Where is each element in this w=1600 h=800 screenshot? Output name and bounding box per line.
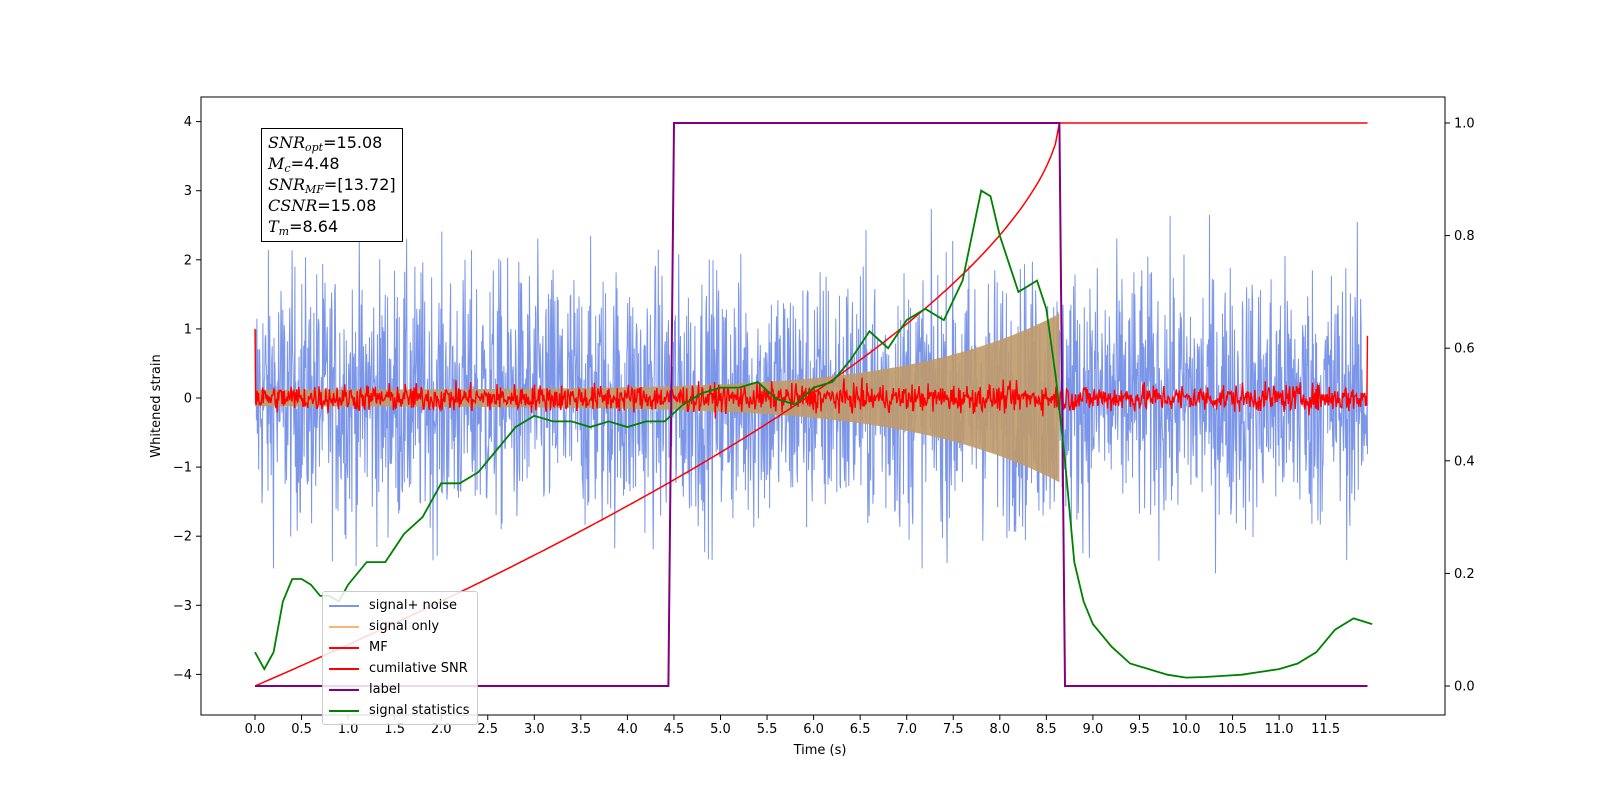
y-tick-label: 0 [184, 392, 192, 407]
tm-value: 8.64 [302, 217, 339, 236]
legend-label: label [369, 682, 401, 697]
y-tick-label: −4 [173, 668, 192, 683]
y-axis-right: 1.0 0.8 0.6 0.4 0.2 0.0 [1445, 117, 1475, 695]
legend-label: signal+ noise [369, 598, 458, 613]
legend-swatch [329, 604, 359, 607]
x-tick-label: 7.0 [896, 722, 917, 737]
legend: signal+ noise signal only MF cumilative … [322, 591, 478, 725]
y2-tick-label: 0.4 [1454, 454, 1475, 469]
x-tick-label: 2.5 [477, 722, 498, 737]
legend-item-label: label [323, 679, 477, 700]
legend-swatch [329, 688, 359, 691]
x-tick-label: 4.0 [617, 722, 638, 737]
y-axis-left: 4 3 2 1 0 −1 −2 −3 −4 [173, 115, 201, 683]
snr-opt-value: 15.08 [336, 133, 383, 152]
x-tick-label: 0.5 [291, 722, 312, 737]
y-axis-label: Whitened strain [149, 354, 164, 457]
legend-label: signal statistics [369, 703, 470, 718]
legend-item-signal-noise: signal+ noise [323, 595, 477, 616]
legend-swatch [329, 667, 359, 670]
x-tick-label: 8.5 [1036, 722, 1057, 737]
legend-item-signal-only: signal only [323, 616, 477, 637]
y2-tick-label: 0.2 [1454, 567, 1475, 582]
y-tick-label: −2 [173, 530, 192, 545]
x-tick-label: 9.0 [1083, 722, 1104, 737]
x-tick-label: 1.5 [384, 722, 405, 737]
legend-item-mf: MF [323, 637, 477, 658]
snr-mf-value: [13.72] [337, 175, 396, 194]
x-tick-label: 5.0 [710, 722, 731, 737]
x-tick-label: 7.5 [943, 722, 964, 737]
x-tick-label: 6.5 [850, 722, 871, 737]
x-axis: 0.0 0.5 1.0 1.5 2.0 2.5 3.0 3.5 4.0 4.5 5.0 5.5 6.0 6… [245, 715, 1340, 737]
series-signal-statistics [254, 189, 1373, 679]
legend-item-signal-statistics: signal statistics [323, 700, 477, 721]
x-tick-label: 11.0 [1265, 722, 1294, 737]
x-tick-label: 11.5 [1311, 722, 1340, 737]
legend-label: MF [369, 640, 388, 655]
x-tick-label: 9.5 [1129, 722, 1150, 737]
x-tick-label: 1.0 [338, 722, 359, 737]
snr-mf-row: SNRMF=[13.72] [268, 175, 396, 196]
x-tick-label: 5.5 [757, 722, 778, 737]
series-label [255, 122, 1368, 687]
y2-tick-label: 1.0 [1454, 117, 1475, 132]
y-tick-label: 1 [184, 322, 192, 337]
y-tick-label: 3 [184, 184, 192, 199]
x-tick-label: 4.5 [664, 722, 685, 737]
y-tick-label: −3 [173, 599, 192, 614]
csnr-value: 15.08 [330, 196, 377, 215]
series-mf [254, 328, 1369, 419]
legend-item-cumulative-snr: cumilative SNR [323, 658, 477, 679]
y2-tick-label: 0.8 [1454, 229, 1475, 244]
x-axis-label: Time (s) [793, 743, 847, 758]
y-tick-label: 4 [184, 115, 192, 130]
legend-swatch [329, 709, 359, 712]
x-tick-label: 3.5 [571, 722, 592, 737]
legend-swatch [329, 646, 359, 649]
y2-tick-label: 0.0 [1454, 680, 1475, 695]
plot-frame [200, 96, 1446, 716]
y2-tick-label: 0.6 [1454, 342, 1475, 357]
x-tick-label: 10.0 [1172, 722, 1201, 737]
legend-swatch [329, 625, 359, 628]
snr-opt-row: SNRopt=15.08 [268, 133, 383, 154]
x-tick-label: 3.0 [524, 722, 545, 737]
x-tick-label: 2.0 [431, 722, 452, 737]
legend-label: cumilative SNR [369, 661, 468, 676]
legend-label: signal only [369, 619, 440, 634]
mc-row: Mc=4.48 [268, 154, 340, 175]
y-tick-label: 2 [184, 253, 192, 268]
csnr-row: CSNR=15.08 [268, 196, 377, 215]
x-tick-label: 6.0 [803, 722, 824, 737]
tm-row: Tm=8.64 [268, 217, 339, 238]
x-tick-label: 10.5 [1218, 722, 1247, 737]
mc-value: 4.48 [303, 154, 340, 173]
y-tick-label: −1 [173, 461, 192, 476]
x-tick-label: 8.0 [989, 722, 1010, 737]
stats-annotation-box: SNRopt=15.08 Mc=4.48 SNRMF=[13.72] CSNR=… [261, 128, 403, 242]
x-tick-label: 0.0 [245, 722, 266, 737]
